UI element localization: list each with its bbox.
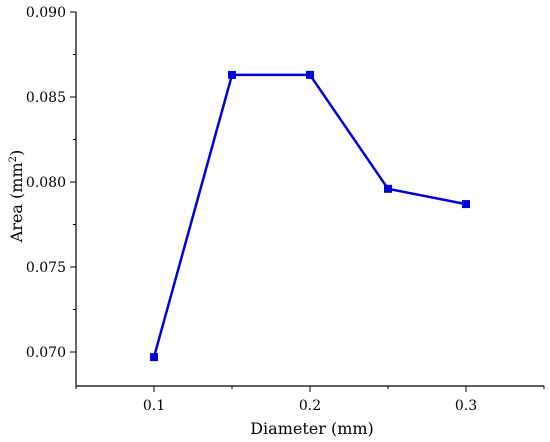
y-tick-label: 0.070 [26,345,66,361]
y-axis-title-sup: 2 [8,156,19,162]
x-tick-label: 0.2 [299,398,321,414]
data-point [462,200,470,209]
plot-frame [75,12,544,387]
x-axis-title: Diameter (mm) [250,419,374,438]
y-tick-label: 0.080 [26,175,66,191]
y-tick-label: 0.075 [26,260,66,276]
y-tick-label: 0.085 [26,90,66,106]
y-axis-title-close: ) [7,150,26,156]
y-tick-label: 0.090 [26,5,66,21]
series-line [152,73,467,358]
y-axis-ticks: 0.070 0.075 0.080 0.085 0.090 [26,5,76,361]
series-group [150,70,470,362]
data-point [150,353,158,362]
x-axis-ticks: 0.1 0.2 0.3 [75,386,545,414]
x-tick-label: 0.3 [455,398,477,414]
data-point [228,70,236,79]
y-axis-title: Area (mm2) [7,150,26,244]
y-axis-title-text: Area (mm [7,162,26,243]
data-point [306,70,314,79]
data-point [384,184,392,193]
x-tick-label: 0.1 [143,398,165,414]
